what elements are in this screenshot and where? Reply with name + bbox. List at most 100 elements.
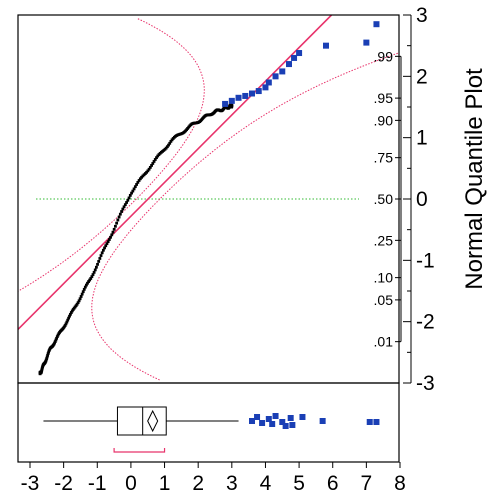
box-outlier-point <box>289 422 296 428</box>
data-point <box>111 230 115 234</box>
data-point <box>135 183 138 186</box>
data-point <box>96 262 99 266</box>
data-point <box>45 355 49 359</box>
prob-tick-label: .05 <box>374 292 394 308</box>
data-point <box>145 170 148 174</box>
data-point <box>107 238 111 241</box>
outlier-point <box>262 84 269 91</box>
data-point <box>116 218 120 222</box>
data-point <box>99 254 103 257</box>
outlier-point <box>279 68 286 75</box>
data-point <box>86 281 89 285</box>
data-point <box>55 336 58 340</box>
box-outlier-point <box>373 419 380 425</box>
prob-tick-label: .50 <box>374 191 394 207</box>
data-point <box>155 156 158 160</box>
data-point <box>164 146 168 150</box>
data-point <box>103 246 106 250</box>
y-tick-label: -3 <box>416 372 435 395</box>
data-point <box>68 314 71 318</box>
data-point <box>80 292 84 296</box>
data-point <box>79 295 83 298</box>
data-point <box>167 143 170 147</box>
data-point <box>168 141 172 145</box>
data-point <box>131 189 135 193</box>
data-point <box>148 165 152 169</box>
data-point <box>53 340 57 343</box>
x-tick-label: 3 <box>226 472 238 495</box>
data-point <box>137 179 141 182</box>
data-point <box>106 240 110 244</box>
data-point <box>165 145 169 149</box>
data-point <box>53 341 56 345</box>
outlier-point <box>363 39 370 46</box>
data-point <box>147 167 151 171</box>
fit-line-layer <box>18 15 333 331</box>
x-tick-label: 4 <box>260 472 272 495</box>
data-point <box>122 205 126 209</box>
data-point <box>78 297 82 301</box>
data-point <box>112 227 116 231</box>
data-point <box>115 221 119 225</box>
box-iqr <box>116 406 167 436</box>
box-outlier-point <box>269 421 276 427</box>
x-tick-label: -2 <box>54 472 73 495</box>
data-point <box>101 248 105 252</box>
x-tick-label: 7 <box>361 472 373 495</box>
data-point <box>45 357 49 360</box>
data-point <box>66 318 70 322</box>
y-tick-label: -1 <box>416 249 435 272</box>
outlier-point <box>222 100 229 107</box>
data-point <box>146 169 150 173</box>
data-point <box>67 316 71 320</box>
data-point <box>85 283 88 287</box>
outlier-point <box>249 90 255 97</box>
x-tick-label: 6 <box>327 472 339 495</box>
y-tick-label: 0 <box>416 188 428 211</box>
data-point <box>46 353 50 357</box>
box-outlier-point <box>279 419 286 425</box>
data-point <box>46 352 50 356</box>
x-tick-label: -3 <box>21 472 40 495</box>
x-tick-label: 0 <box>125 472 137 495</box>
data-point <box>89 277 93 280</box>
box-outlier-point <box>299 414 306 420</box>
axes-layer: -3 -2 -1 0 1 2 3 4 5 6 7 83210-1-2-3.99.95.90.75.50… <box>17 4 435 495</box>
data-point <box>156 154 160 158</box>
box-outlier-point <box>254 414 261 420</box>
data-point <box>118 212 122 216</box>
data-point <box>47 350 51 354</box>
data-point <box>126 198 130 202</box>
box-outlier-point <box>259 420 266 426</box>
data-point <box>132 187 136 191</box>
box-outlier-point <box>282 423 289 429</box>
outlier-point <box>296 50 303 57</box>
data-point <box>76 301 80 305</box>
data-point <box>44 358 48 362</box>
data-point <box>136 180 140 184</box>
data-point <box>97 260 101 263</box>
outlier-point <box>323 42 329 49</box>
data-point <box>150 164 153 167</box>
prob-tick-label: .01 <box>374 334 394 350</box>
outlier-point <box>242 92 249 99</box>
box-outlier-point <box>265 416 272 422</box>
data-point <box>90 275 94 278</box>
data-point <box>70 309 74 313</box>
data-point <box>75 302 79 306</box>
outlier-point <box>291 54 298 61</box>
data-point <box>64 322 68 326</box>
data-point <box>109 235 112 239</box>
x-tick-label: 2 <box>192 472 204 495</box>
prob-tick-label: .99 <box>374 48 394 64</box>
box-outlier-point <box>319 418 326 424</box>
data-point <box>82 287 86 291</box>
prob-tick-label: .95 <box>374 90 394 106</box>
data-point <box>152 160 156 163</box>
data-point <box>65 320 69 324</box>
data-point <box>123 203 127 207</box>
boxplot-layer <box>43 406 380 453</box>
outlier-point <box>286 61 292 68</box>
data-point <box>120 210 123 213</box>
data-point <box>98 257 102 260</box>
